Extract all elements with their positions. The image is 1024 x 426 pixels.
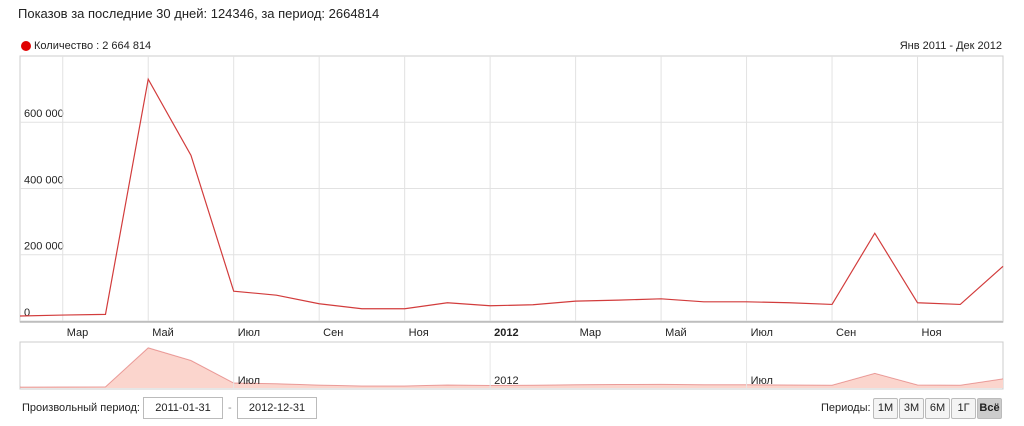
range-label: Янв 2011 - Дек 2012 <box>900 40 1002 52</box>
period-button[interactable]: Всё <box>977 398 1002 419</box>
periods-label: Периоды: <box>821 402 871 414</box>
legend-label: Количество : 2 664 814 <box>34 40 151 52</box>
to-date-input[interactable]: 2012-12-31 <box>237 397 317 419</box>
x-tick-label: Июл <box>238 327 260 339</box>
y-tick-label: 0 <box>24 307 30 319</box>
from-date-input[interactable]: 2011-01-31 <box>143 397 223 419</box>
period-button[interactable]: 6М <box>925 398 950 419</box>
legend-marker <box>21 41 31 51</box>
date-separator: - <box>228 402 232 414</box>
navigator-tick-label: Июл <box>751 375 773 387</box>
y-tick-label: 200 000 <box>24 241 64 253</box>
series-line <box>19 77 1004 317</box>
period-button[interactable]: 3М <box>899 398 924 419</box>
x-tick-label: Май <box>665 327 687 339</box>
navigator-tick-label: 2012 <box>494 375 518 387</box>
x-tick-label: Ноя <box>922 327 942 339</box>
y-tick-label: 400 000 <box>24 174 64 186</box>
x-tick-label: Май <box>152 327 174 339</box>
navigator-area <box>20 347 1003 388</box>
period-button[interactable]: 1Г <box>951 398 976 419</box>
x-tick-label: Сен <box>836 327 856 339</box>
navigator-line <box>19 347 1004 388</box>
period-button[interactable]: 1М <box>873 398 898 419</box>
x-tick-label: Мар <box>580 327 602 339</box>
x-tick-label: Июл <box>751 327 773 339</box>
x-tick-label: Ноя <box>409 327 429 339</box>
chart: Янв 2011 - Дек 2012 0 200 000 400 000 600 0… <box>19 40 1004 390</box>
custom-period-label: Произвольный период: <box>22 402 140 414</box>
x-tick-label: 2012 <box>494 327 518 339</box>
navigator-frame <box>19 341 1004 390</box>
x-tick-label: Сен <box>323 327 343 339</box>
navigator-tick-label: Июл <box>238 375 260 387</box>
y-tick-label: 600 000 <box>24 108 64 120</box>
x-tick-label: Мар <box>67 327 89 339</box>
header-text: Показов за последние 30 дней: 124346, за… <box>18 6 380 21</box>
